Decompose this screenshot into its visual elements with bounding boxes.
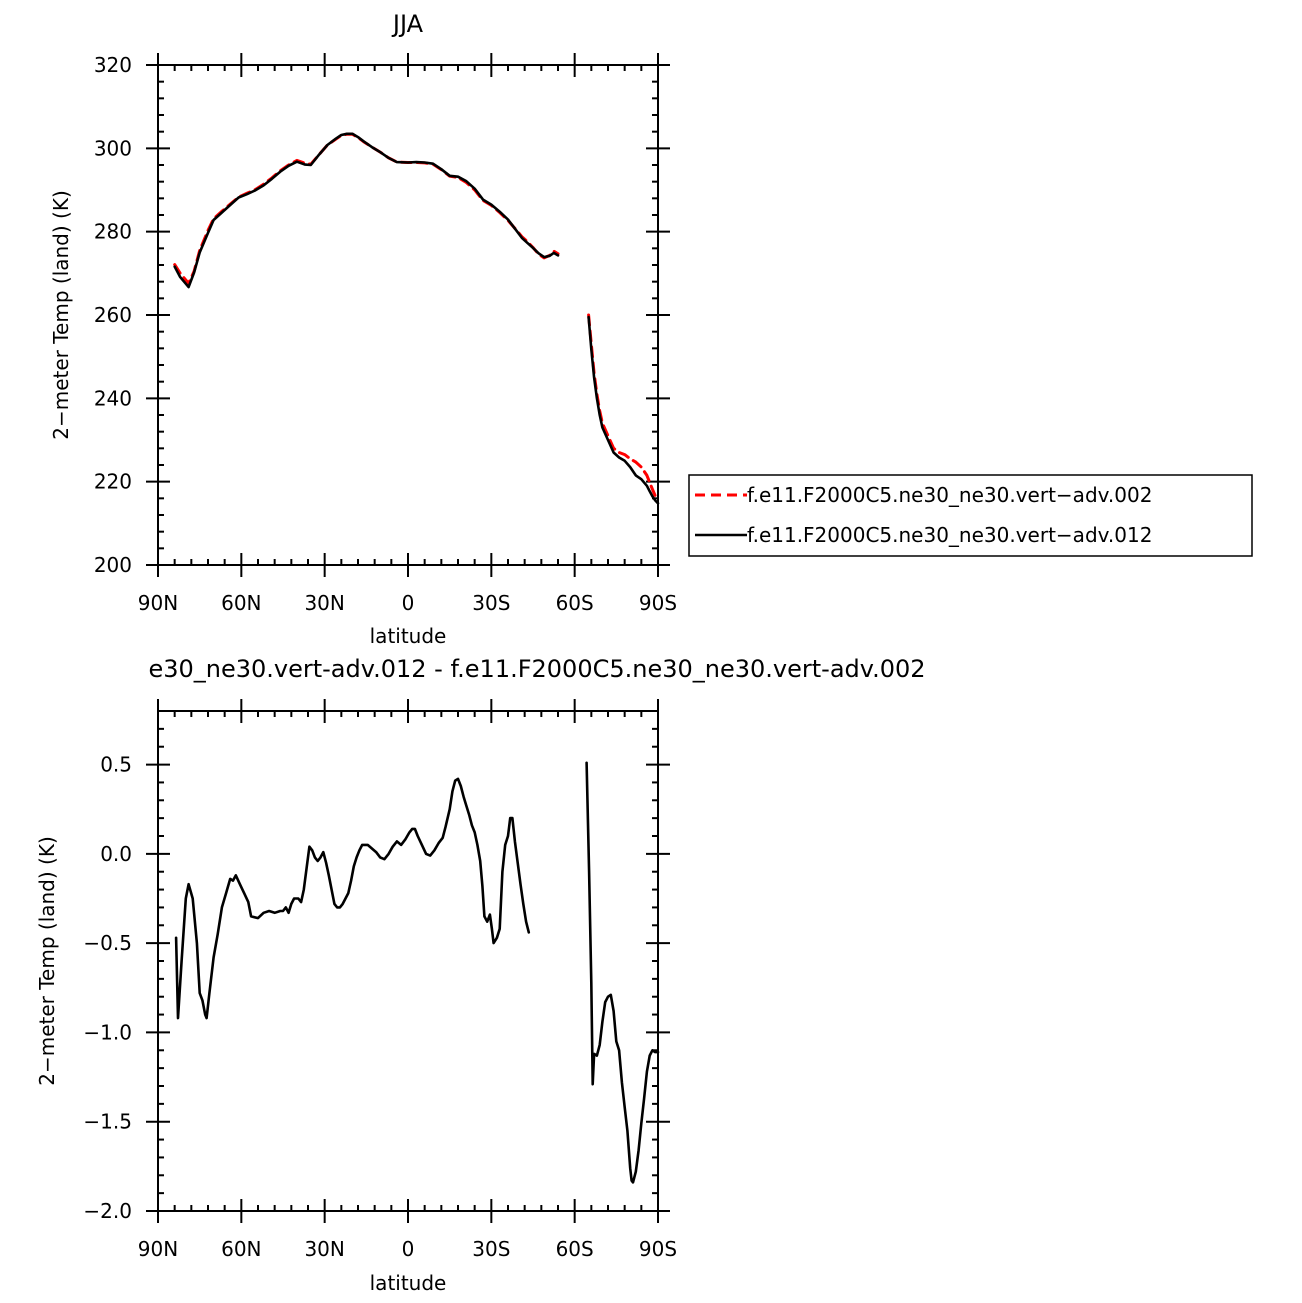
chart-title: JJA — [391, 10, 424, 38]
y-tick-label: 0.5 — [100, 753, 132, 777]
x-tick-label: 30N — [304, 591, 344, 615]
chart-title: e30_ne30.vert-adv.012 - f.e11.F2000C5.ne… — [148, 655, 925, 683]
x-tick-label: 30S — [472, 1237, 510, 1261]
x-axis-title: latitude — [370, 1271, 447, 1295]
x-tick-label: 60N — [221, 591, 261, 615]
x-tick-label: 60N — [221, 1237, 261, 1261]
series-line-1-segment-2 — [585, 761, 660, 1184]
series-line-1-segment-2 — [587, 313, 660, 502]
series-line-2-segment-2 — [587, 315, 660, 505]
y-tick-label: −2.0 — [83, 1199, 132, 1223]
y-axis-title: 2−meter Temp (land) (K) — [35, 836, 59, 1086]
series-line-1-segment-1 — [174, 777, 531, 1020]
legend-label-1: f.e11.F2000C5.ne30_ne30.vert−adv.002 — [747, 483, 1152, 507]
chart-2: e30_ne30.vert-adv.012 - f.e11.F2000C5.ne… — [35, 655, 926, 1295]
series-line-2-segment-1 — [173, 132, 560, 289]
y-tick-label: 0.0 — [100, 842, 132, 866]
y-tick-label: −0.5 — [83, 931, 132, 955]
y-tick-label: −1.0 — [83, 1020, 132, 1044]
y-tick-label: 280 — [94, 220, 132, 244]
x-tick-label: 0 — [402, 591, 415, 615]
x-axis-title: latitude — [370, 624, 447, 648]
x-tick-label: 90N — [138, 1237, 178, 1261]
x-tick-label: 0 — [402, 1237, 415, 1261]
y-axis-title: 2−meter Temp (land) (K) — [49, 190, 73, 440]
y-tick-label: 200 — [94, 553, 132, 577]
x-tick-label: 90S — [639, 591, 677, 615]
y-tick-label: −1.5 — [83, 1110, 132, 1134]
x-tick-label: 60S — [556, 1237, 594, 1261]
x-tick-label: 90N — [138, 591, 178, 615]
y-tick-label: 300 — [94, 136, 132, 160]
y-tick-label: 260 — [94, 303, 132, 327]
plot-frame — [157, 710, 659, 1212]
y-tick-label: 240 — [94, 386, 132, 410]
plot-frame — [157, 64, 659, 566]
x-tick-label: 30S — [472, 591, 510, 615]
legend: f.e11.F2000C5.ne30_ne30.vert−adv.002 f.e1… — [688, 474, 1253, 557]
series-line-1-segment-1 — [173, 132, 560, 285]
y-tick-label: 320 — [94, 53, 132, 77]
chart-1: JJA 90N 60N 30N 0 30S 60S 90S 200 220 240 260 280 300… — [49, 10, 1253, 648]
legend-label-2: f.e11.F2000C5.ne30_ne30.vert−adv.012 — [747, 523, 1152, 547]
legend-box — [688, 474, 1253, 557]
x-tick-label: 30N — [304, 1237, 344, 1261]
x-tick-label: 60S — [556, 591, 594, 615]
x-tick-label: 90S — [639, 1237, 677, 1261]
y-tick-label: 220 — [94, 470, 132, 494]
